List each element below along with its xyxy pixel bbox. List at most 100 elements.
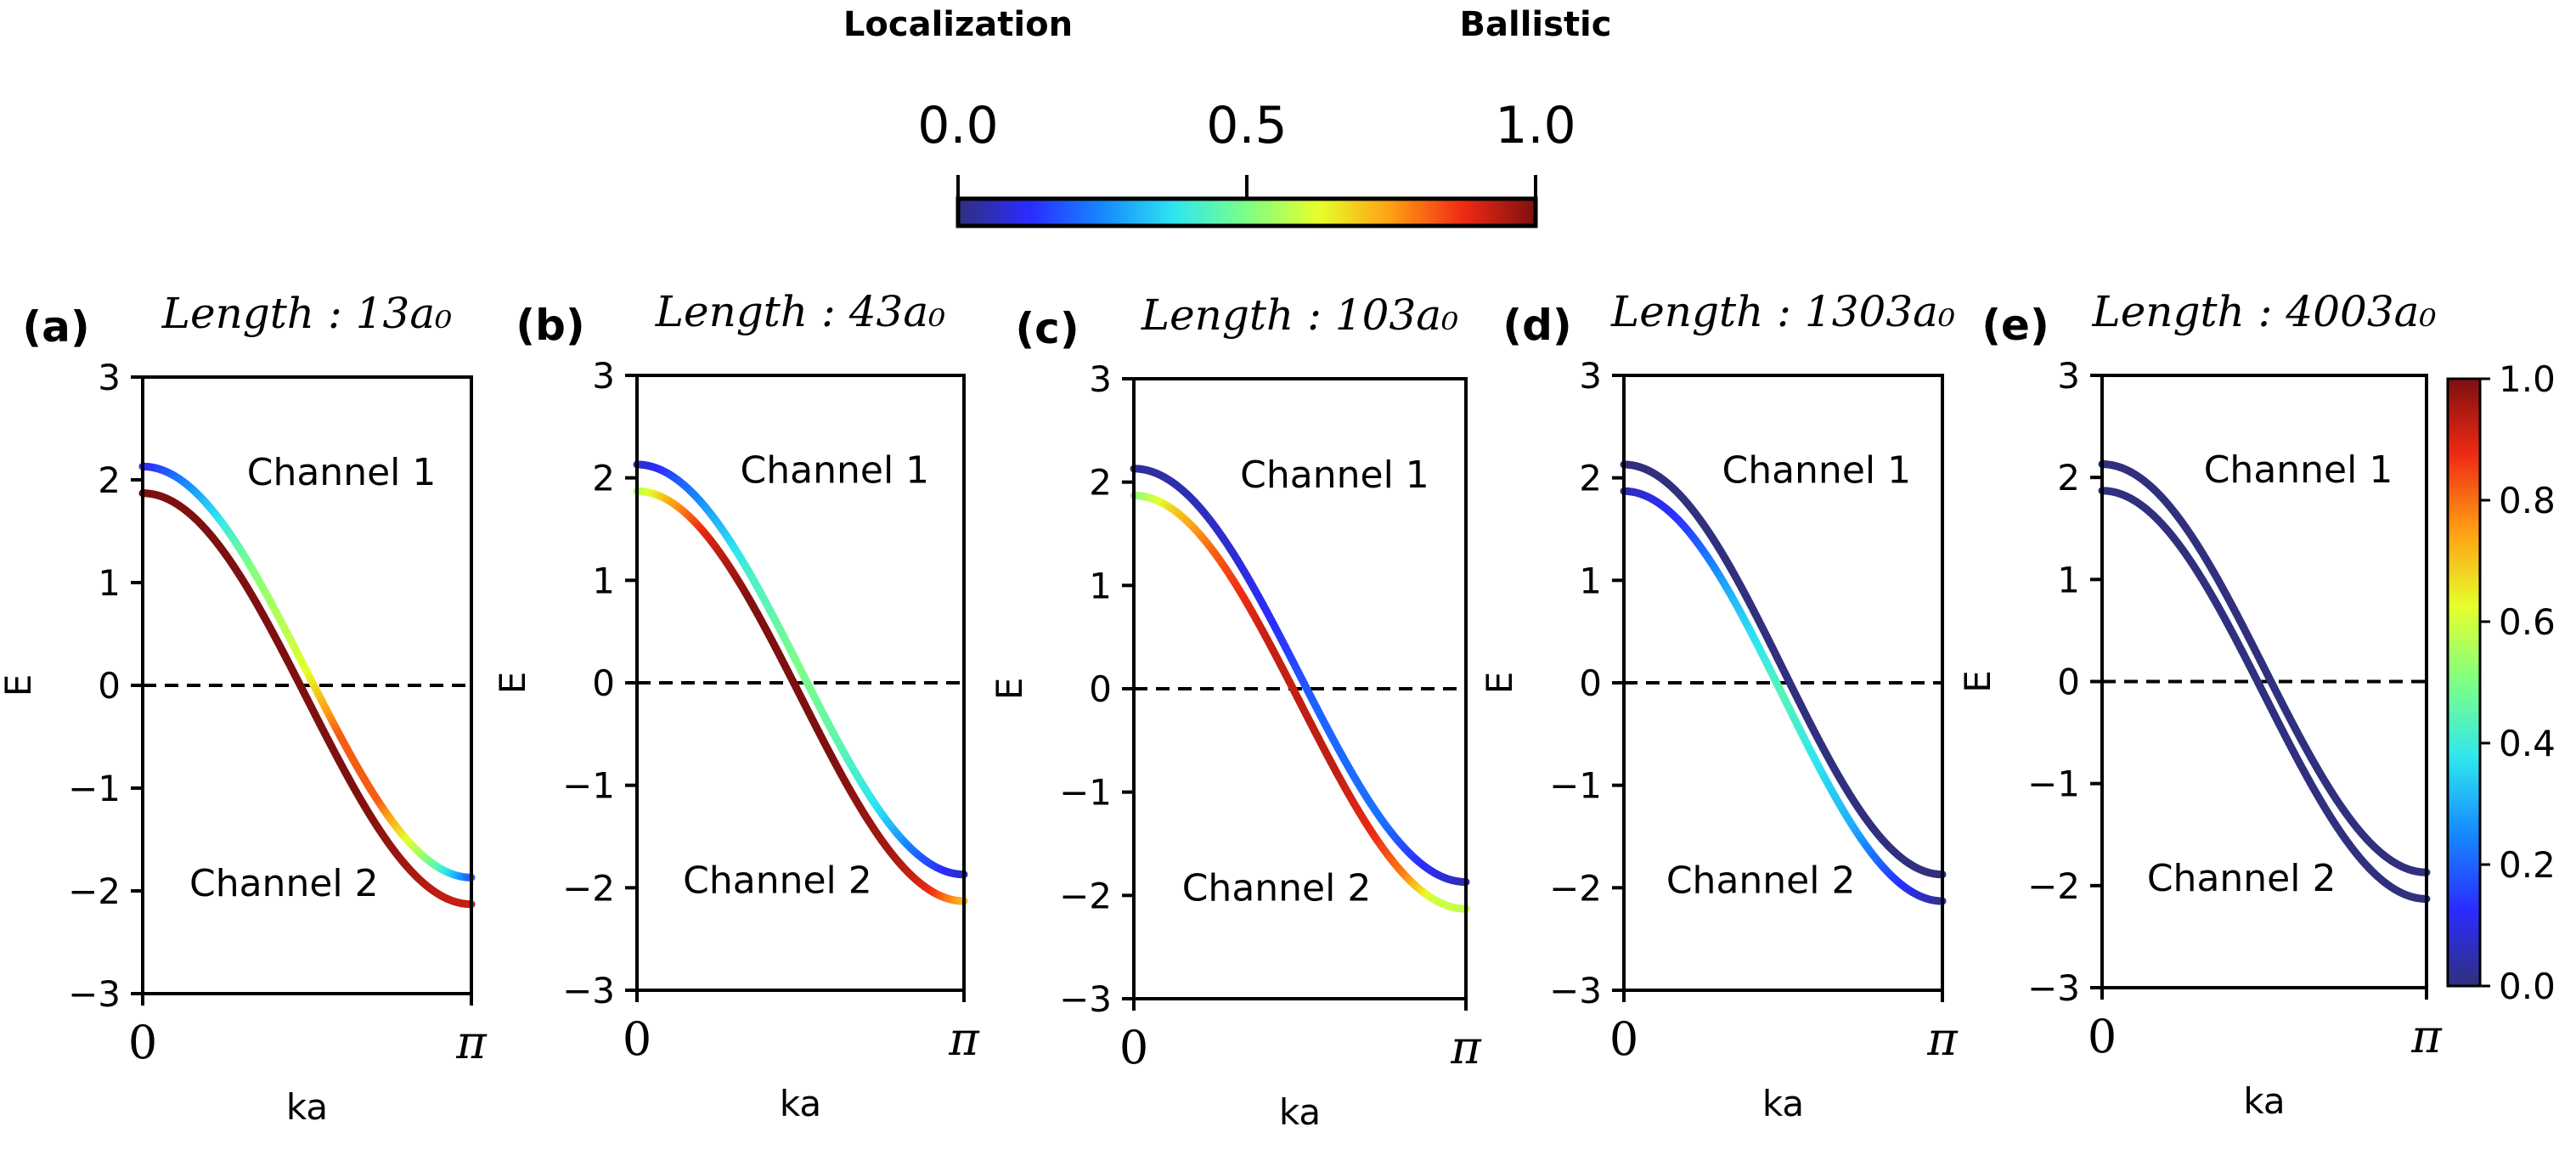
y-tick-label: −3	[562, 970, 615, 1011]
side-colorbar-gradient	[2446, 377, 2482, 988]
x-axis-label: ka	[2243, 1080, 2285, 1122]
channel-2-curve	[1620, 487, 1947, 905]
y-tick-label: −1	[68, 768, 121, 809]
channel-1-curve	[2098, 460, 2431, 876]
x-tick-label: π	[1450, 1021, 1482, 1074]
y-tick-label: 3	[1089, 358, 1112, 400]
y-tick-label: 2	[1089, 462, 1112, 504]
channel-1-label: Channel 1	[247, 451, 437, 494]
y-tick-label: 0	[1089, 668, 1112, 710]
localization-label: Localization	[843, 5, 1073, 44]
y-tick-label: 1	[1579, 560, 1602, 601]
x-tick-label: 0	[128, 1016, 157, 1069]
y-tick-label: 1	[592, 560, 615, 601]
top-colorbar-tick-label: 0.5	[1206, 96, 1287, 155]
x-axis-label: ka	[1279, 1091, 1321, 1133]
side-colorbar-tick-label: 0.6	[2499, 601, 2556, 643]
channel-2-label: Channel 2	[1666, 859, 1856, 902]
channel-1-curve	[1130, 465, 1470, 887]
y-tick-label: 2	[1579, 458, 1602, 499]
y-tick-label: 1	[98, 562, 121, 604]
x-tick-label: π	[2410, 1010, 2443, 1063]
y-tick-label: −3	[1549, 970, 1602, 1011]
channel-1-label: Channel 1	[741, 449, 930, 493]
panel-title: Length : 103a₀	[1141, 290, 1458, 340]
panel-title: Length : 4003a₀	[2091, 287, 2436, 336]
x-axis-label: ka	[780, 1083, 821, 1124]
y-tick-label: −2	[562, 867, 615, 909]
panel-title: Length : 13a₀	[161, 289, 452, 338]
x-tick-label: 0	[1119, 1021, 1148, 1074]
y-tick-label: −2	[68, 870, 121, 912]
top-colorbar-gradient	[955, 196, 1538, 228]
y-tick-label: −1	[1059, 772, 1112, 814]
channel-1-curve	[633, 460, 968, 879]
x-tick-label: 0	[1609, 1012, 1638, 1066]
x-tick-label: π	[455, 1016, 488, 1069]
y-tick-label: 1	[1089, 565, 1112, 606]
y-axis-label: E	[492, 672, 533, 695]
side-colorbar-tick-label: 0.2	[2499, 844, 2556, 886]
y-tick-label: −1	[562, 765, 615, 807]
y-tick-label: −2	[1059, 875, 1112, 916]
y-tick-label: −1	[2027, 763, 2080, 805]
y-tick-label: −3	[2027, 967, 2080, 1009]
y-tick-label: −1	[1549, 765, 1602, 807]
ballistic-label: Ballistic	[1460, 5, 1612, 44]
side-colorbar: 0.0 0.2 0.4 0.6 0.8 1.0	[2446, 358, 2556, 1007]
channel-1-curve	[1620, 460, 1947, 879]
channel-2-curve	[1130, 491, 1470, 913]
channel-2-label: Channel 2	[189, 862, 379, 905]
y-axis-label: E	[1479, 672, 1520, 695]
x-axis-label: ka	[286, 1086, 328, 1128]
panel-label: (e)	[1981, 301, 2049, 350]
x-axis-label: ka	[1762, 1083, 1804, 1124]
channel-2-label: Channel 2	[2147, 857, 2336, 900]
side-colorbar-tick-label: 0.8	[2499, 480, 2556, 521]
channel-1-label: Channel 1	[1240, 454, 1429, 497]
panel-label: (c)	[1015, 304, 1079, 353]
top-colorbar-tick-label: 1.0	[1495, 96, 1575, 155]
panel-title: Length : 43a₀	[655, 287, 945, 336]
y-tick-label: 3	[592, 355, 615, 397]
y-axis-label: E	[0, 674, 39, 697]
channel-1-label: Channel 1	[1722, 449, 1911, 493]
channel-2-curve	[2098, 487, 2431, 903]
side-colorbar-tick-label: 0.4	[2499, 723, 2556, 764]
panel-title: Length : 1303a₀	[1610, 287, 1955, 336]
channel-2-curve	[138, 489, 476, 909]
y-tick-label: 2	[98, 459, 121, 501]
channel-2-label: Channel 2	[1182, 866, 1372, 910]
top-colorbar-tick-label: 0.0	[917, 96, 998, 155]
y-tick-label: 0	[2057, 662, 2080, 703]
channel-2-label: Channel 2	[683, 859, 872, 902]
y-tick-label: 3	[1579, 355, 1602, 397]
y-tick-label: 2	[2057, 457, 2080, 499]
side-colorbar-tick-label: 0.0	[2499, 966, 2556, 1007]
channel-1-curve	[138, 462, 476, 882]
y-tick-label: −3	[1059, 978, 1112, 1020]
x-tick-label: π	[1926, 1012, 1959, 1066]
channel-2-curve	[633, 487, 968, 905]
panel-label: (a)	[22, 302, 89, 352]
channel-1-label: Channel 1	[2204, 448, 2393, 492]
y-tick-label: −2	[1549, 867, 1602, 909]
panel-label: (d)	[1502, 301, 1572, 350]
y-axis-label: E	[989, 678, 1030, 701]
y-tick-label: −3	[68, 973, 121, 1015]
x-tick-label: π	[948, 1012, 980, 1066]
y-tick-label: −2	[2027, 865, 2080, 907]
y-tick-label: 0	[98, 665, 121, 707]
side-colorbar-tick-label: 1.0	[2499, 358, 2556, 400]
y-tick-label: 0	[1579, 662, 1602, 704]
y-tick-label: 3	[2057, 355, 2080, 397]
x-tick-label: 0	[623, 1012, 651, 1066]
y-tick-label: 3	[98, 357, 121, 398]
